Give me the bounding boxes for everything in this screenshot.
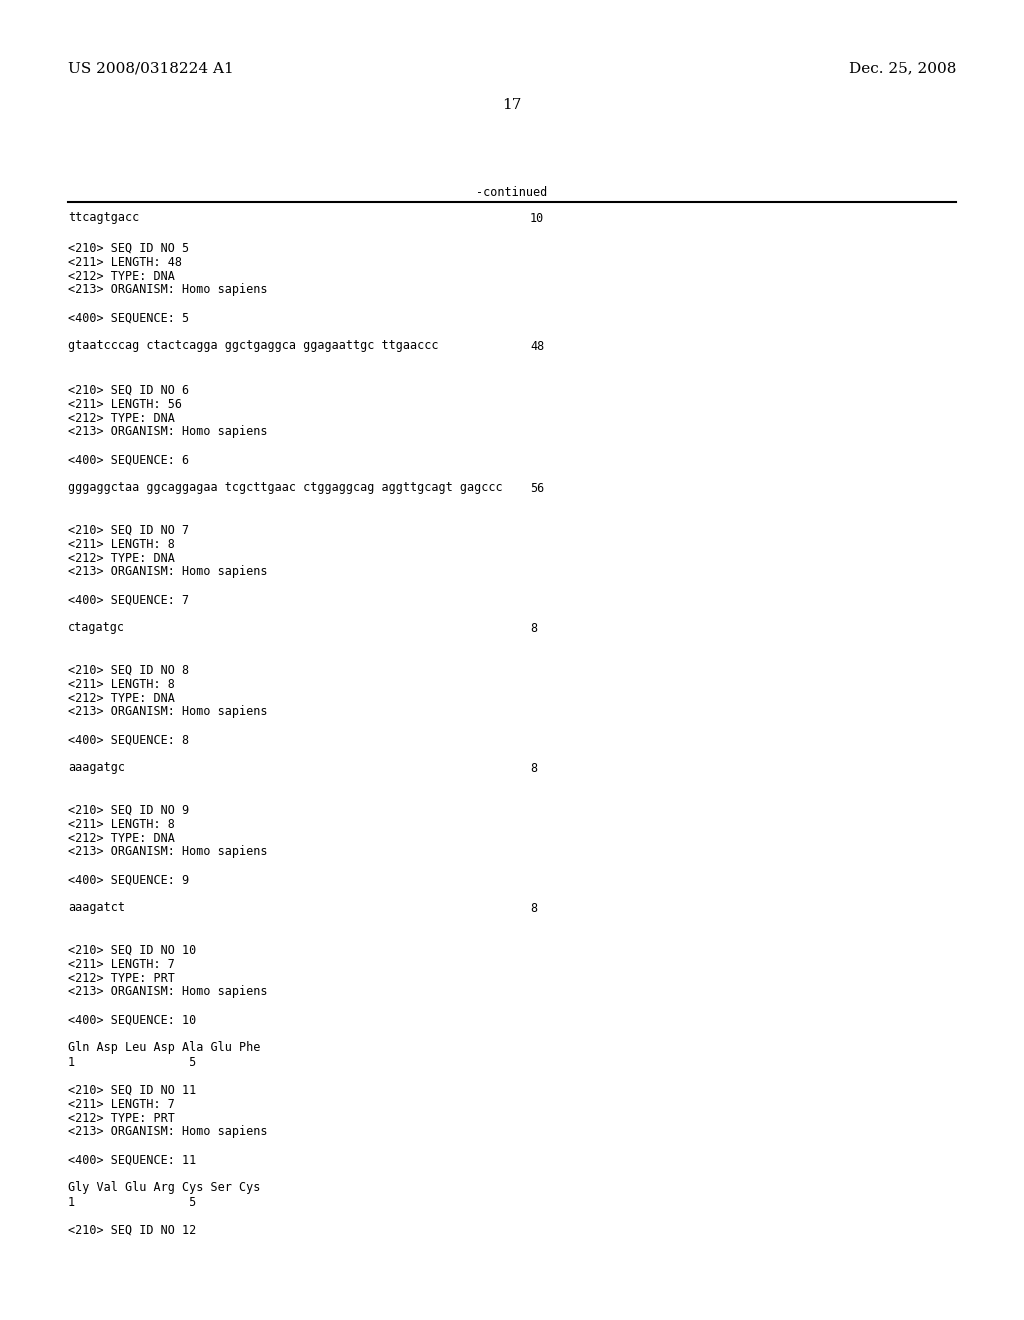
Text: <213> ORGANISM: Homo sapiens: <213> ORGANISM: Homo sapiens (68, 1126, 267, 1138)
Text: <212> TYPE: PRT: <212> TYPE: PRT (68, 972, 175, 985)
Text: <400> SEQUENCE: 5: <400> SEQUENCE: 5 (68, 312, 189, 325)
Text: <213> ORGANISM: Homo sapiens: <213> ORGANISM: Homo sapiens (68, 565, 267, 578)
Text: Gln Asp Leu Asp Ala Glu Phe: Gln Asp Leu Asp Ala Glu Phe (68, 1041, 260, 1055)
Text: Dec. 25, 2008: Dec. 25, 2008 (849, 61, 956, 75)
Text: ttcagtgacc: ttcagtgacc (68, 211, 139, 224)
Text: <213> ORGANISM: Homo sapiens: <213> ORGANISM: Homo sapiens (68, 705, 267, 718)
Text: <212> TYPE: DNA: <212> TYPE: DNA (68, 832, 175, 845)
Text: <212> TYPE: DNA: <212> TYPE: DNA (68, 269, 175, 282)
Text: <400> SEQUENCE: 10: <400> SEQUENCE: 10 (68, 1014, 197, 1027)
Text: <211> LENGTH: 8: <211> LENGTH: 8 (68, 537, 175, 550)
Text: <212> TYPE: DNA: <212> TYPE: DNA (68, 552, 175, 565)
Text: <210> SEQ ID NO 11: <210> SEQ ID NO 11 (68, 1084, 197, 1097)
Text: gggaggctaa ggcaggagaa tcgcttgaac ctggaggcag aggttgcagt gagccc: gggaggctaa ggcaggagaa tcgcttgaac ctggagg… (68, 482, 503, 495)
Text: <210> SEQ ID NO 6: <210> SEQ ID NO 6 (68, 384, 189, 396)
Text: <213> ORGANISM: Homo sapiens: <213> ORGANISM: Homo sapiens (68, 284, 267, 297)
Text: <213> ORGANISM: Homo sapiens: <213> ORGANISM: Homo sapiens (68, 986, 267, 998)
Text: aaagatgc: aaagatgc (68, 762, 125, 775)
Text: <211> LENGTH: 56: <211> LENGTH: 56 (68, 397, 182, 411)
Text: US 2008/0318224 A1: US 2008/0318224 A1 (68, 61, 233, 75)
Text: <213> ORGANISM: Homo sapiens: <213> ORGANISM: Homo sapiens (68, 425, 267, 438)
Text: <210> SEQ ID NO 7: <210> SEQ ID NO 7 (68, 524, 189, 536)
Text: 8: 8 (530, 762, 538, 775)
Text: <400> SEQUENCE: 11: <400> SEQUENCE: 11 (68, 1154, 197, 1167)
Text: <210> SEQ ID NO 12: <210> SEQ ID NO 12 (68, 1224, 197, 1237)
Text: <212> TYPE: DNA: <212> TYPE: DNA (68, 412, 175, 425)
Text: Gly Val Glu Arg Cys Ser Cys: Gly Val Glu Arg Cys Ser Cys (68, 1181, 260, 1195)
Text: 1                5: 1 5 (68, 1196, 197, 1209)
Text: -continued: -continued (476, 186, 548, 198)
Text: <211> LENGTH: 7: <211> LENGTH: 7 (68, 1097, 175, 1110)
Text: 8: 8 (530, 622, 538, 635)
Text: <210> SEQ ID NO 9: <210> SEQ ID NO 9 (68, 804, 189, 817)
Text: 1                5: 1 5 (68, 1056, 197, 1068)
Text: <210> SEQ ID NO 8: <210> SEQ ID NO 8 (68, 664, 189, 676)
Text: gtaatcccag ctactcagga ggctgaggca ggagaattgc ttgaaccc: gtaatcccag ctactcagga ggctgaggca ggagaat… (68, 339, 438, 352)
Text: <211> LENGTH: 48: <211> LENGTH: 48 (68, 256, 182, 268)
Text: aaagatct: aaagatct (68, 902, 125, 915)
Text: 48: 48 (530, 339, 544, 352)
Text: <211> LENGTH: 7: <211> LENGTH: 7 (68, 957, 175, 970)
Text: 10: 10 (530, 211, 544, 224)
Text: <400> SEQUENCE: 7: <400> SEQUENCE: 7 (68, 594, 189, 606)
Text: <400> SEQUENCE: 8: <400> SEQUENCE: 8 (68, 734, 189, 747)
Text: 8: 8 (530, 902, 538, 915)
Text: <212> TYPE: DNA: <212> TYPE: DNA (68, 692, 175, 705)
Text: ctagatgc: ctagatgc (68, 622, 125, 635)
Text: <210> SEQ ID NO 10: <210> SEQ ID NO 10 (68, 944, 197, 957)
Text: <213> ORGANISM: Homo sapiens: <213> ORGANISM: Homo sapiens (68, 846, 267, 858)
Text: 17: 17 (503, 98, 521, 112)
Text: <211> LENGTH: 8: <211> LENGTH: 8 (68, 817, 175, 830)
Text: <400> SEQUENCE: 6: <400> SEQUENCE: 6 (68, 454, 189, 466)
Text: <400> SEQUENCE: 9: <400> SEQUENCE: 9 (68, 874, 189, 887)
Text: <212> TYPE: PRT: <212> TYPE: PRT (68, 1111, 175, 1125)
Text: <210> SEQ ID NO 5: <210> SEQ ID NO 5 (68, 242, 189, 255)
Text: 56: 56 (530, 482, 544, 495)
Text: <211> LENGTH: 8: <211> LENGTH: 8 (68, 677, 175, 690)
